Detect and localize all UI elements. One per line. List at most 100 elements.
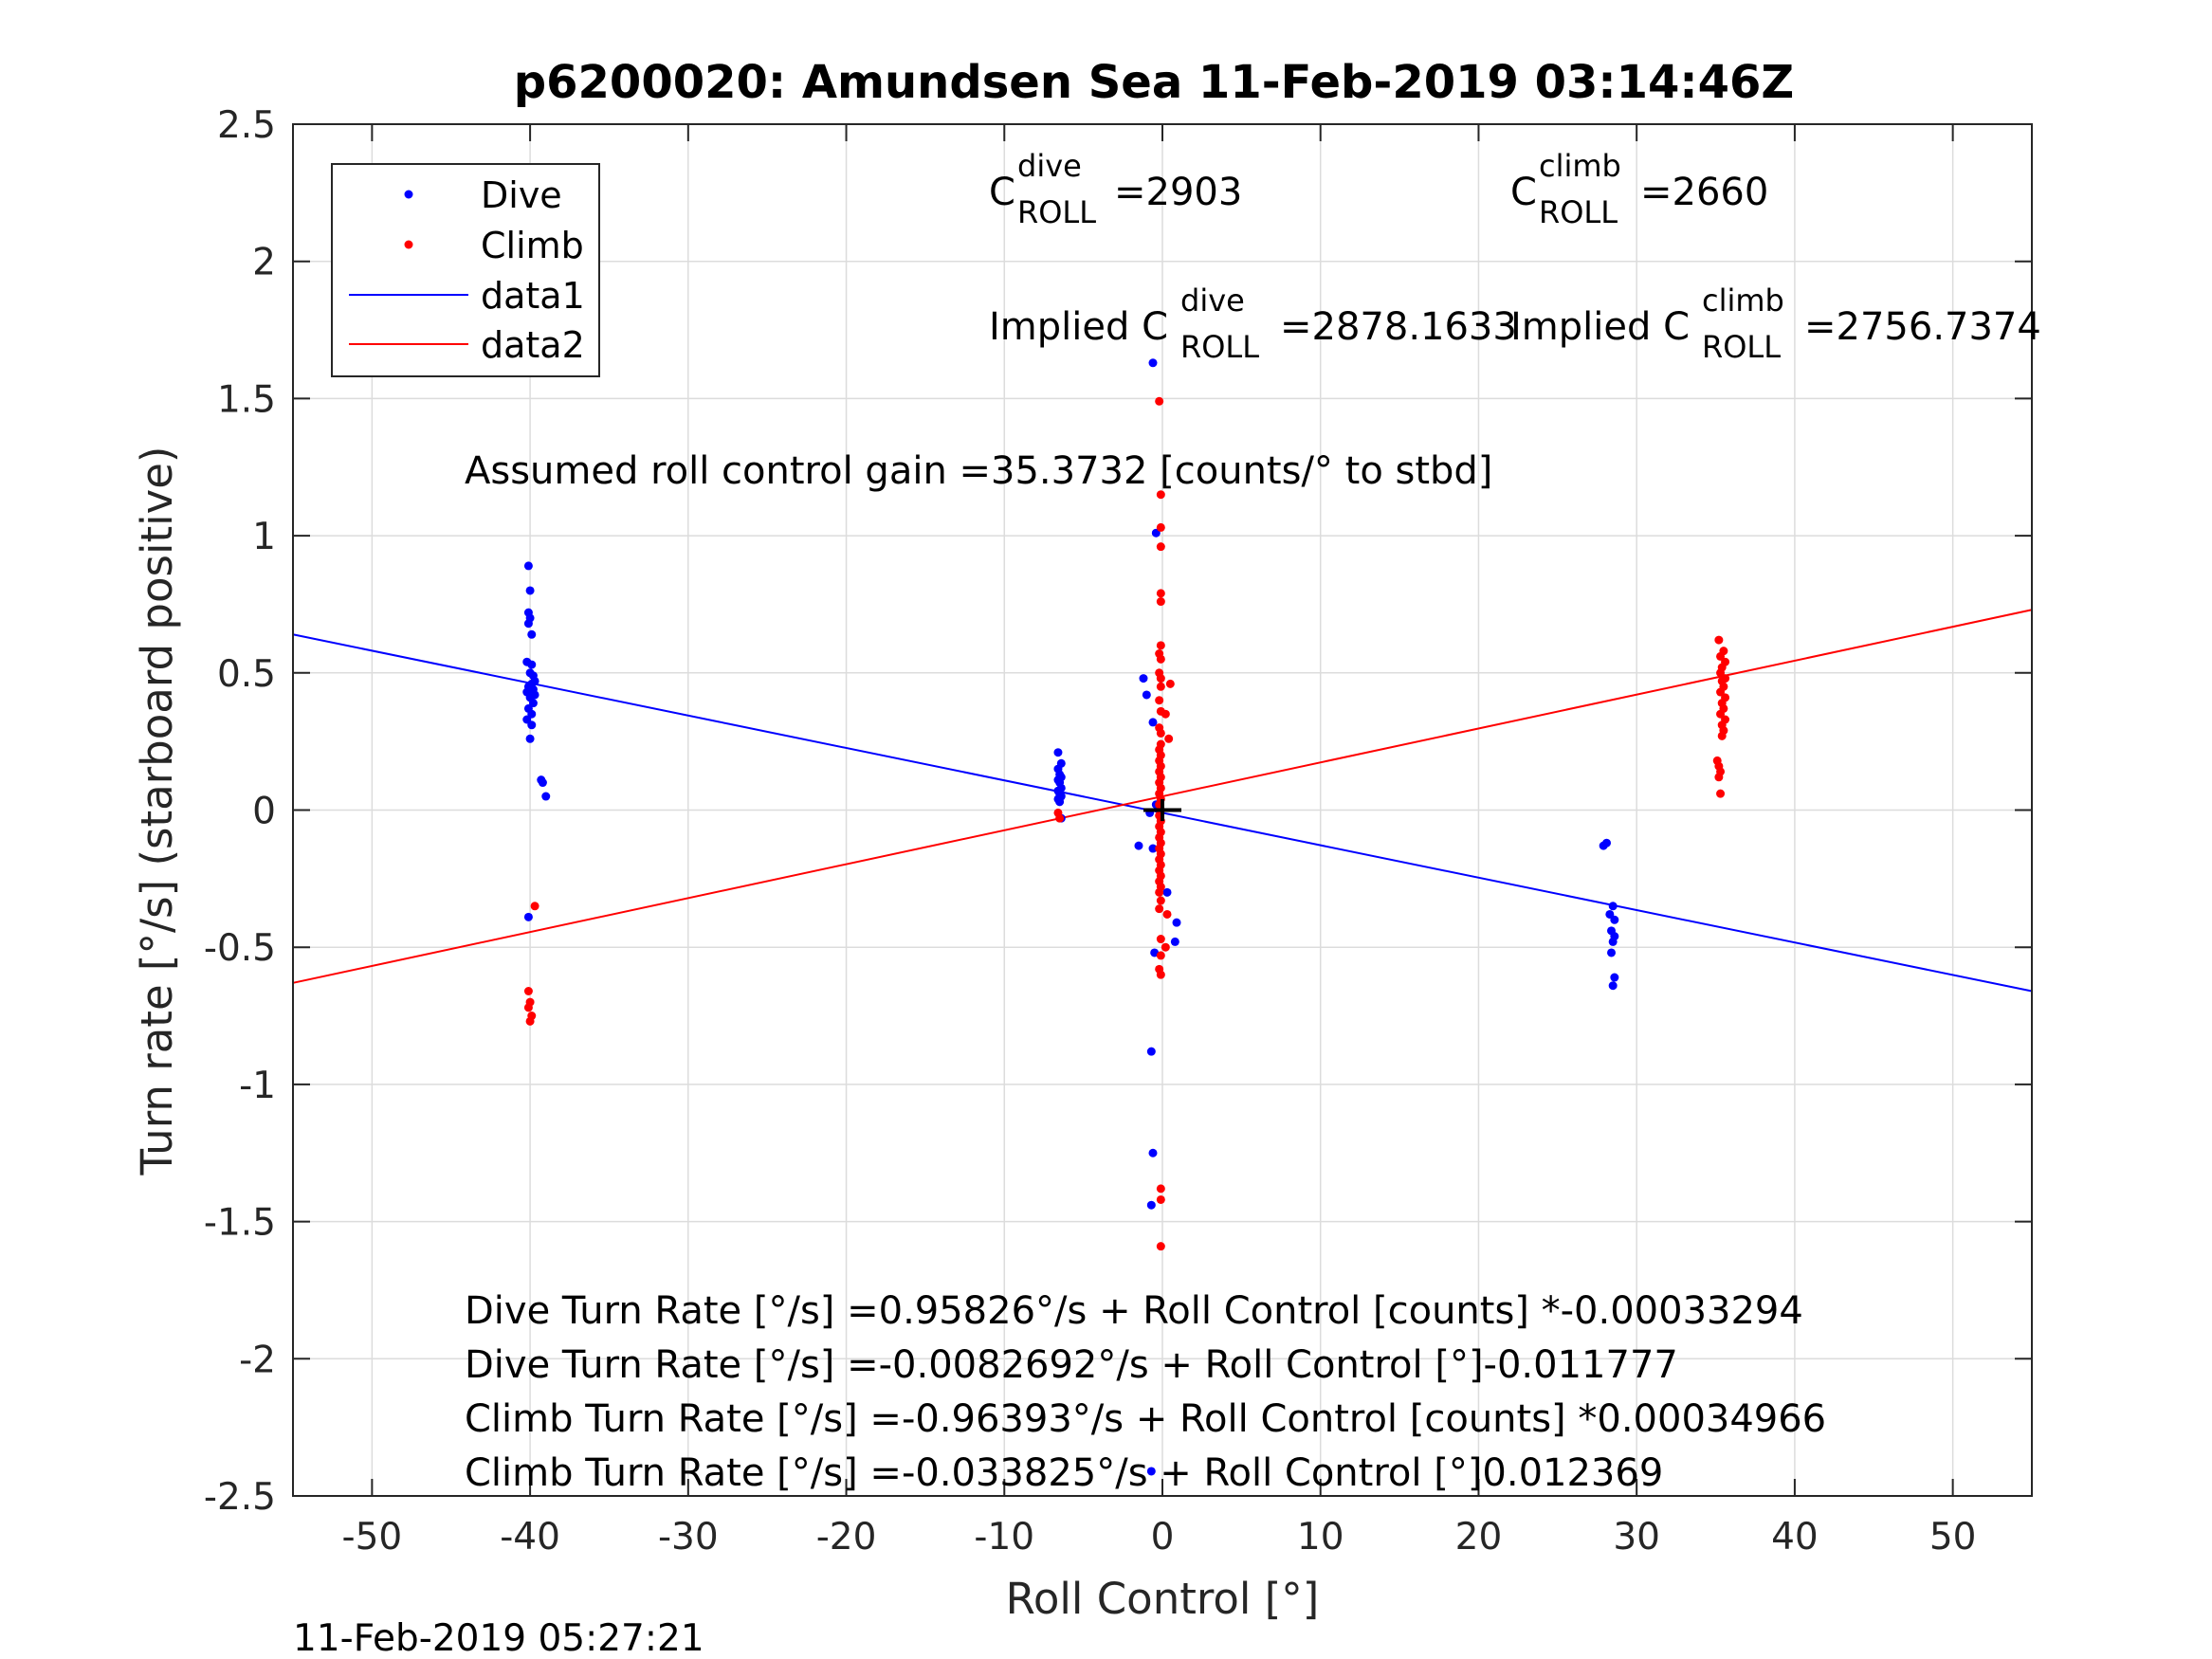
climb-point xyxy=(1714,635,1724,645)
print-timestamp: 11-Feb-2019 05:27:21 xyxy=(293,1617,704,1659)
dive-point xyxy=(1134,841,1143,850)
legend-box xyxy=(331,163,600,377)
legend-data1-label: data1 xyxy=(481,275,585,317)
y-tick-label: 2.5 xyxy=(217,104,276,147)
implied-dive-sup: dive xyxy=(1180,283,1245,319)
dive-point xyxy=(525,734,535,743)
y-tick-labels: -2.5 -2 -1.5 -1 -0.5 0 0.5 1 1.5 2 2.5 xyxy=(204,104,276,1519)
fit-line-3: Climb Turn Rate [°/s] =-0.96393°/s + Rol… xyxy=(465,1397,1826,1441)
climb-point xyxy=(1156,597,1165,607)
climb-point xyxy=(523,987,533,996)
climb-point xyxy=(1156,728,1165,738)
climb-point xyxy=(1156,522,1165,532)
x-tick-label: 50 xyxy=(1929,1516,1977,1559)
climb-point xyxy=(1162,909,1172,919)
dive-point xyxy=(1148,718,1158,727)
dive-point xyxy=(1142,690,1151,700)
dive-point xyxy=(1139,674,1148,684)
climb-point xyxy=(1714,773,1724,782)
climb-point xyxy=(1155,887,1164,897)
dive-point xyxy=(527,629,537,639)
annotation-c-climb: C climb ROLL =2660 xyxy=(1510,148,1768,230)
dive-point xyxy=(1607,948,1617,957)
c-dive-value: =2903 xyxy=(1114,171,1242,214)
climb-point xyxy=(1161,942,1170,952)
climb-point xyxy=(1156,935,1165,944)
c-climb-value: =2660 xyxy=(1640,171,1768,214)
dive-point xyxy=(525,586,535,595)
climb-point xyxy=(1156,951,1165,960)
x-tick-label: 20 xyxy=(1455,1516,1503,1559)
dive-point xyxy=(1148,1148,1158,1158)
implied-dive-value: =2878.1633 xyxy=(1280,305,1517,349)
dive-point xyxy=(527,660,537,669)
axes-box xyxy=(292,123,2033,1497)
y-tick-label: -1 xyxy=(239,1065,276,1107)
legend: Dive Climb data1 data2 xyxy=(331,163,600,377)
y-tick-label: 1.5 xyxy=(217,378,276,421)
legend-dive-marker xyxy=(404,190,413,199)
dive-point xyxy=(538,778,547,788)
climb-point xyxy=(1156,1194,1165,1204)
c-dive-sub: ROLL xyxy=(1017,194,1096,230)
series-dive xyxy=(522,358,1619,1476)
implied-dive-sub: ROLL xyxy=(1180,329,1259,365)
dive-point xyxy=(1146,1047,1156,1056)
climb-point xyxy=(1156,674,1165,684)
dive-point xyxy=(1172,918,1181,927)
x-tick-label: -30 xyxy=(658,1516,719,1559)
roll-gain-annotation: Assumed roll control gain =35.3732 [coun… xyxy=(465,449,1492,493)
dive-point xyxy=(1053,748,1063,757)
x-tick-label: 30 xyxy=(1613,1516,1660,1559)
c-climb-sup: climb xyxy=(1539,148,1621,184)
dive-point xyxy=(527,720,537,730)
y-tick-label: 2 xyxy=(252,242,276,284)
implied-climb-value: =2756.7374 xyxy=(1804,305,2041,349)
dive-point xyxy=(1148,358,1158,368)
svg-text:C: C xyxy=(989,171,1015,214)
dive-point xyxy=(1610,973,1619,982)
climb-point xyxy=(1156,970,1165,979)
implied-climb-base: Implied C xyxy=(1510,305,1690,349)
c-dive-base: C xyxy=(989,171,1015,214)
dive-point xyxy=(523,619,533,629)
implied-dive-base: Implied C xyxy=(989,305,1168,349)
climb-point xyxy=(1164,734,1174,743)
legend-climb-label: Climb xyxy=(481,225,584,266)
dive-point xyxy=(1610,915,1619,924)
climb-point xyxy=(530,902,539,911)
annotation-implied-dive: Implied C dive ROLL =2878.1633 xyxy=(989,283,1517,365)
climb-point xyxy=(1156,589,1165,598)
c-climb-sub: ROLL xyxy=(1539,194,1618,230)
climb-point xyxy=(1717,731,1727,740)
data-points xyxy=(522,358,1730,1476)
climb-point xyxy=(1156,542,1165,552)
y-tick-label: -2 xyxy=(239,1339,276,1381)
dive-point xyxy=(1608,981,1618,991)
fit-line-2: Dive Turn Rate [°/s] =-0.0082692°/s + Ro… xyxy=(465,1343,1678,1387)
y-tick-label: -1.5 xyxy=(204,1202,276,1245)
fit-line-1: Dive Turn Rate [°/s] =0.95826°/s + Roll … xyxy=(465,1289,1803,1333)
climb-point xyxy=(1716,789,1726,798)
x-tick-label: -10 xyxy=(974,1516,1034,1559)
legend-climb-marker xyxy=(404,240,413,249)
y-axis-label: Turn rate [°/s] (starboard positive) xyxy=(132,447,182,1176)
climb-point xyxy=(1055,813,1065,823)
climb-point xyxy=(1155,904,1164,914)
x-axis-label: Roll Control [°] xyxy=(1006,1574,1320,1624)
dive-point xyxy=(1599,841,1608,850)
chart-title: p6200020: Amundsen Sea 11-Feb-2019 03:14… xyxy=(514,56,1794,109)
dive-point xyxy=(523,561,533,571)
x-tick-label: -50 xyxy=(342,1516,403,1559)
climb-point xyxy=(525,1016,535,1026)
x-tick-labels: -50 -40 -30 -20 -10 0 10 20 30 40 50 xyxy=(342,1516,1977,1559)
legend-dive-label: Dive xyxy=(481,174,562,216)
dive-point xyxy=(1146,1467,1156,1476)
dive-point xyxy=(541,792,551,801)
dive-point xyxy=(1608,937,1618,946)
climb-point xyxy=(1156,896,1165,905)
annotation-implied-climb: Implied C climb ROLL =2756.7374 xyxy=(1510,283,2041,365)
climb-point xyxy=(1156,654,1165,664)
implied-climb-sup: climb xyxy=(1702,283,1784,319)
